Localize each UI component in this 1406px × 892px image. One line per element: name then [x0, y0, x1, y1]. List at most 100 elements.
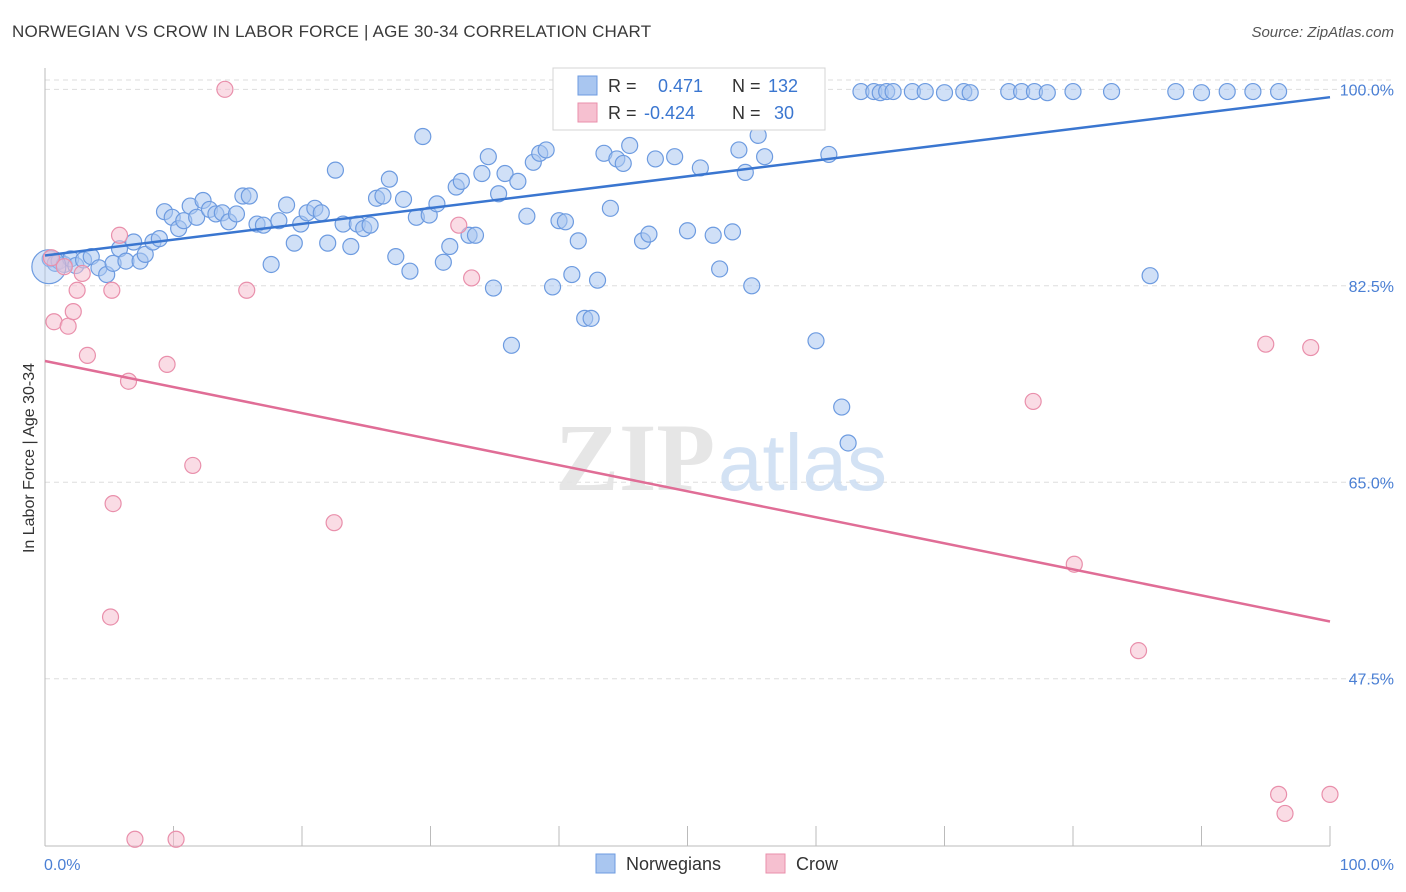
- norwegians-point-54: [401, 262, 419, 280]
- crow-point-28: [1302, 338, 1320, 357]
- legend-r-label-1: R =: [608, 76, 637, 96]
- norwegians-point-123: [961, 84, 979, 102]
- norwegians-point-67: [484, 279, 503, 297]
- gridlines: [45, 79, 1394, 680]
- norwegians-point-133: [1218, 82, 1236, 101]
- norwegians-point-118: [884, 82, 902, 101]
- series-crow: [42, 80, 1339, 848]
- crow-point-2: [55, 258, 73, 276]
- norwegians-point-135: [1269, 82, 1288, 101]
- norwegians-point-62: [452, 172, 470, 190]
- norwegians-point-102: [730, 141, 748, 159]
- y-tick-label-0: 100.0%: [1340, 82, 1394, 99]
- norwegians-point-113: [839, 434, 857, 452]
- norwegians-point-68: [490, 185, 508, 203]
- norwegians-point-15: [136, 245, 154, 263]
- norwegians-point-29: [227, 205, 246, 223]
- norwegians-point-92: [646, 150, 664, 168]
- crow-point-7: [78, 346, 97, 364]
- norwegians-point-106: [755, 148, 774, 166]
- norwegians-point-79: [563, 265, 581, 284]
- norwegians-point-42: [319, 234, 337, 252]
- y-tick-labels: 100.0% 82.5% 65.0% 47.5%: [1340, 82, 1394, 688]
- norwegians-point-50: [374, 187, 392, 205]
- norwegians-point-131: [1167, 82, 1185, 101]
- stats-legend: R = 0.471 N = 132 R = -0.424 N = 30: [552, 67, 826, 131]
- y-tick-label-1: 82.5%: [1349, 279, 1394, 296]
- crow-point-6: [73, 264, 91, 283]
- norwegians-point-13: [125, 233, 143, 251]
- crow-point-24: [1129, 642, 1148, 660]
- norwegians-point-65: [473, 164, 491, 183]
- norwegians-point-56: [414, 127, 432, 146]
- norwegians-point-127: [1038, 84, 1056, 102]
- trendline-norwegians: [44, 95, 1331, 257]
- norwegians-point-80: [569, 232, 587, 250]
- norwegians-point-98: [704, 226, 722, 244]
- legend-n-value-1: 132: [768, 76, 798, 96]
- norwegians-point-75: [537, 141, 555, 159]
- trendline-crow: [44, 359, 1331, 623]
- watermark-zip: ZIP: [555, 404, 715, 511]
- norwegians-point-23: [188, 208, 206, 226]
- norwegians-point-64: [466, 226, 485, 244]
- norwegians-point-41: [312, 204, 330, 222]
- norwegians-point-87: [614, 154, 632, 173]
- norwegians-point-88: [621, 136, 639, 155]
- norwegians-point-95: [678, 222, 697, 240]
- legend-box: [552, 67, 826, 131]
- legend-r-value-2: -0.424: [644, 103, 695, 123]
- norwegians-point-36: [277, 196, 296, 214]
- norwegians-point-31: [240, 187, 258, 205]
- crow-point-8: [101, 608, 120, 626]
- y-axis-label: In Labor Force | Age 30-34: [21, 363, 38, 553]
- norwegians-point-33: [254, 216, 273, 234]
- watermark-atlas: atlas: [718, 418, 887, 507]
- norwegians-point-35: [270, 212, 288, 230]
- legend-r-label-2: R =: [608, 103, 637, 123]
- norwegians-point-121: [935, 84, 954, 102]
- crow-point-5: [68, 281, 86, 299]
- norwegians-point-94: [666, 148, 684, 166]
- norwegians-point-52: [387, 248, 405, 266]
- norwegians-point-48: [361, 216, 379, 234]
- x-ticks: [173, 826, 1331, 846]
- crow-point-3: [59, 317, 77, 335]
- bottom-legend-swatch-norwegians: [595, 853, 616, 874]
- crow-point-14: [158, 355, 176, 373]
- norwegians-point-99: [711, 260, 729, 278]
- norwegians-point-69: [496, 164, 514, 183]
- norwegians-point-104: [743, 277, 761, 295]
- norwegians-point-17: [150, 230, 168, 248]
- crow-point-20: [450, 216, 468, 234]
- crow-point-19: [325, 514, 343, 532]
- norwegians-point-58: [428, 195, 446, 213]
- crow-point-1: [45, 313, 63, 331]
- bottom-legend-swatch-crow: [765, 853, 786, 874]
- x-tick-label-100: 100.0%: [1340, 857, 1394, 874]
- norwegians-point-34: [262, 255, 280, 274]
- crow-point-4: [64, 303, 82, 321]
- crow-point-27: [1276, 804, 1294, 823]
- crow-point-11: [110, 226, 129, 244]
- norwegians-point-132: [1192, 84, 1211, 102]
- series-legend: Norwegians Crow: [595, 853, 839, 874]
- crow-point-26: [1269, 785, 1288, 803]
- crow-point-9: [103, 281, 121, 299]
- source-label: Source: ZipAtlas.com: [1251, 24, 1394, 41]
- norwegians-point-66: [479, 148, 497, 166]
- norwegians-point-78: [556, 213, 575, 231]
- norwegians-point-60: [441, 237, 459, 256]
- legend-n-label-2: N =: [732, 103, 761, 123]
- y-tick-label-2: 65.0%: [1349, 475, 1394, 492]
- norwegians-point-103: [736, 163, 754, 182]
- x-tick-label-0: 0.0%: [44, 857, 80, 874]
- y-tick-label-3: 47.5%: [1349, 672, 1394, 689]
- norwegians-point-37: [285, 234, 303, 252]
- norwegians-point-70: [502, 336, 521, 354]
- norwegians-point-59: [434, 253, 452, 271]
- norwegians-point-43: [326, 161, 345, 179]
- norwegians-point-130: [1141, 267, 1159, 285]
- crow-point-17: [216, 80, 234, 98]
